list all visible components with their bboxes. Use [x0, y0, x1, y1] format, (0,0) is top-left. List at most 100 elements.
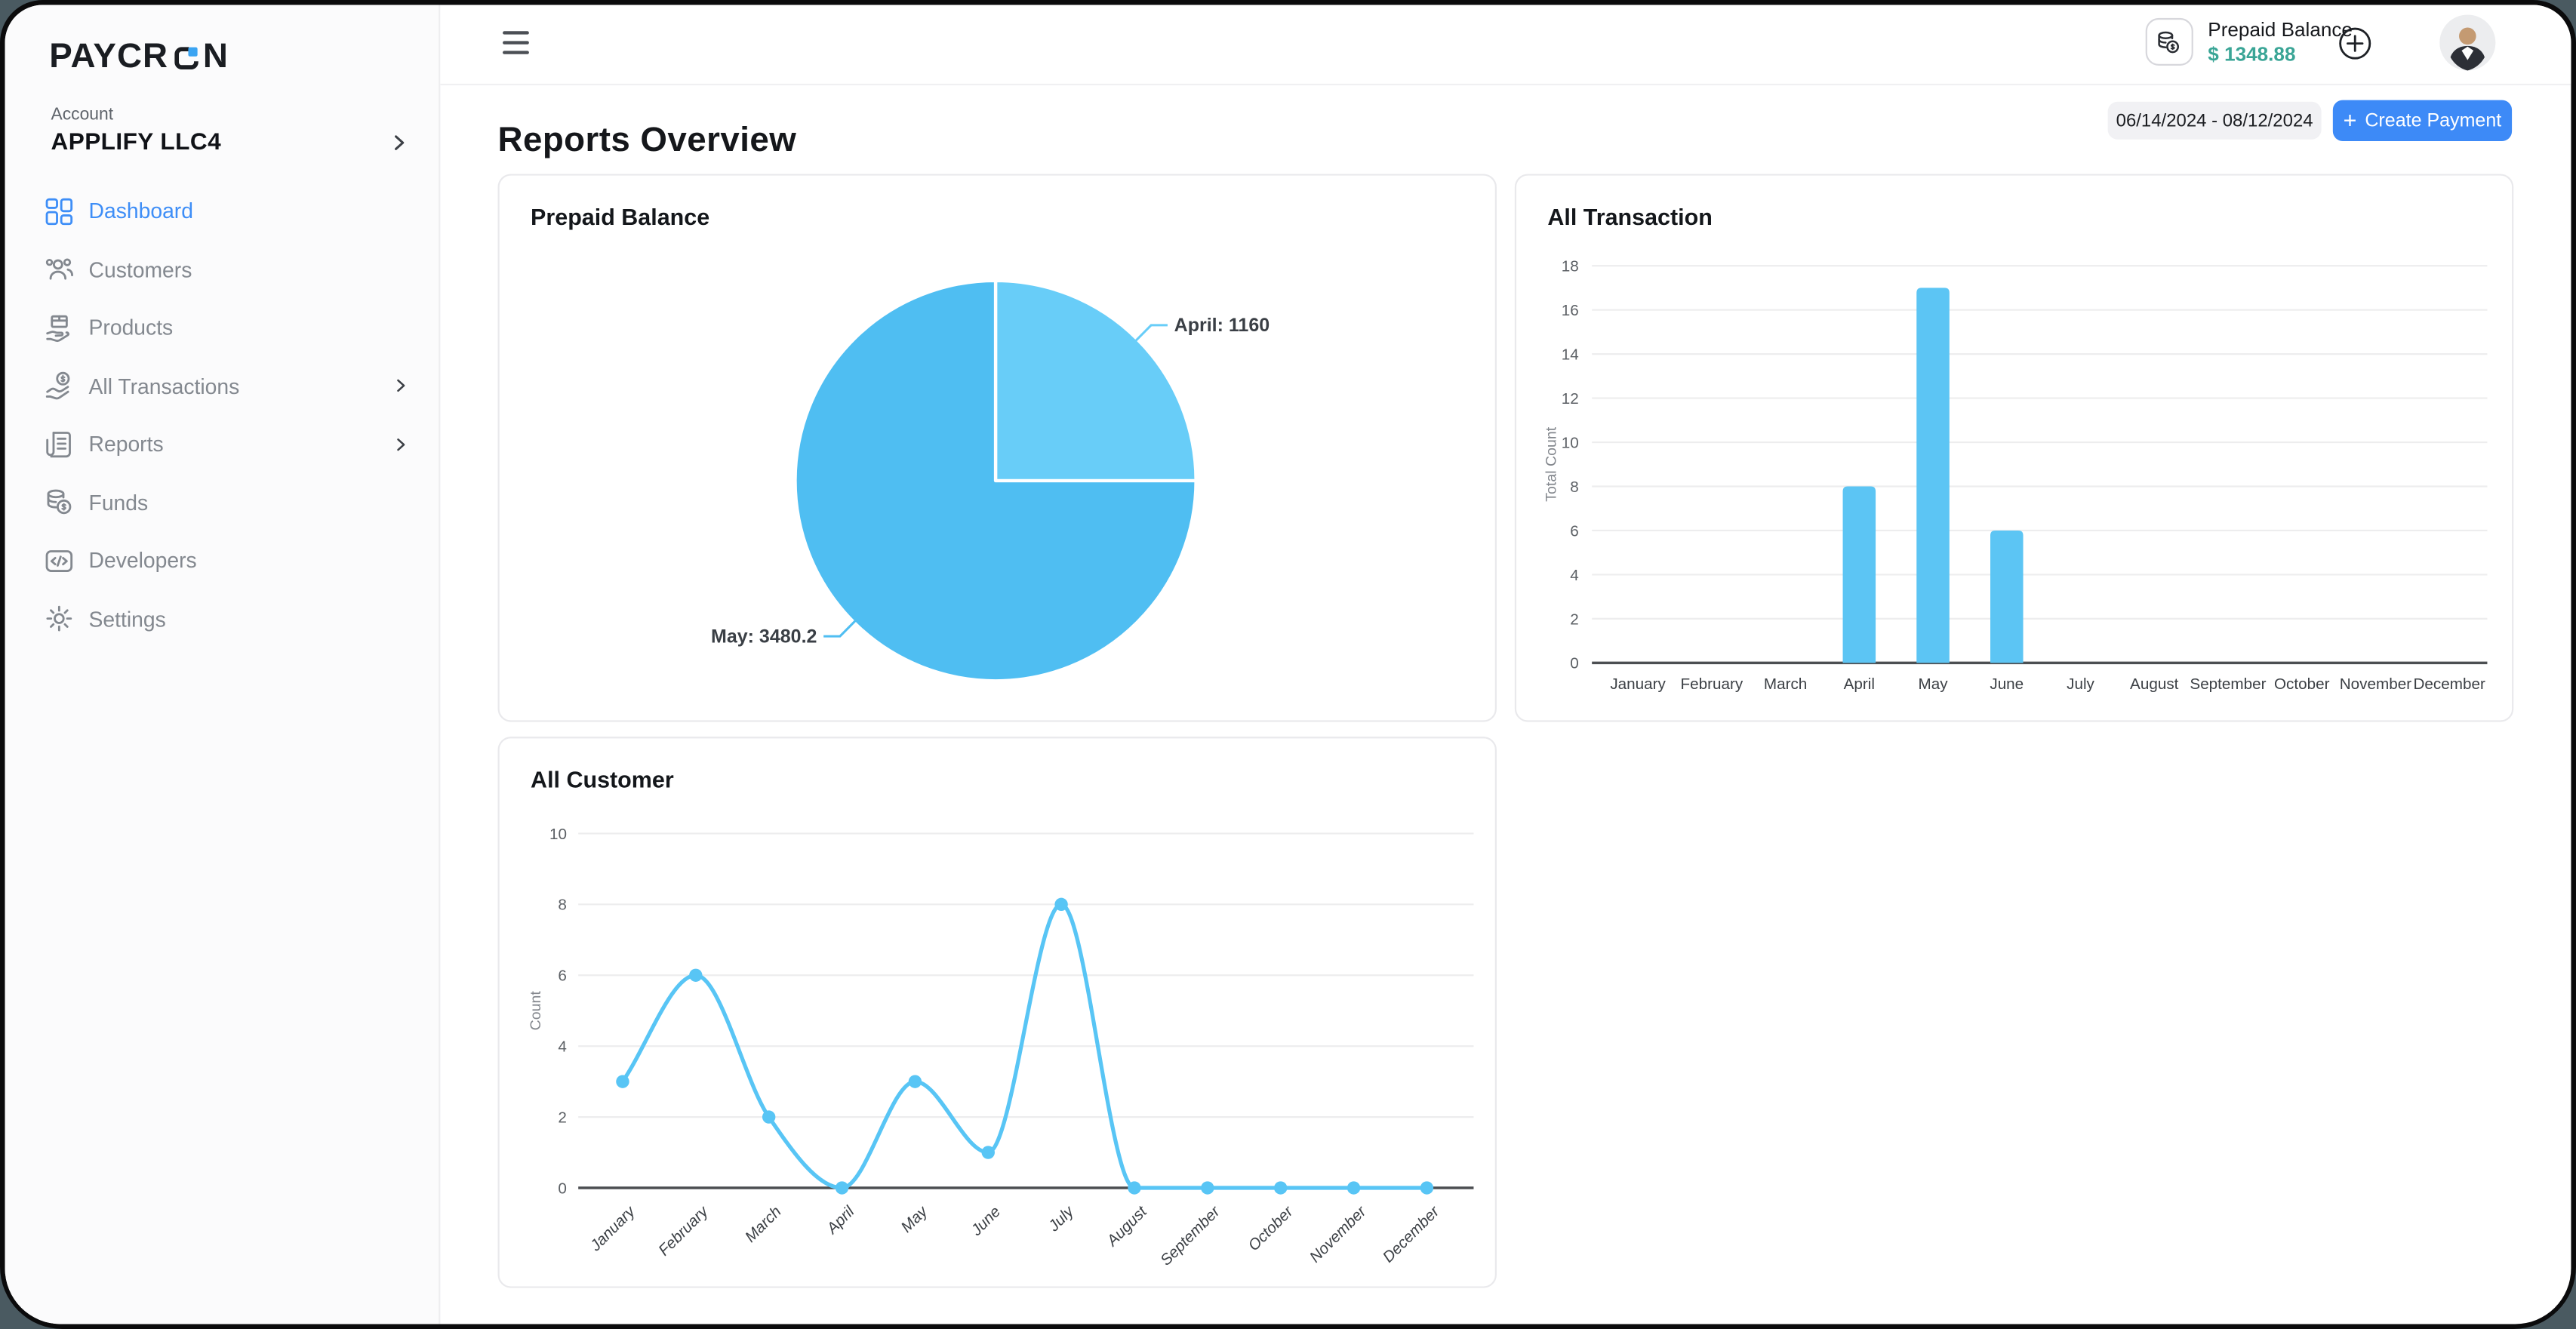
developers-icon — [45, 546, 74, 575]
line-point-march[interactable] — [762, 1110, 776, 1124]
app-window: PAYCR N Account APPLIFY LLC4 Dashboard Cu… — [5, 5, 2571, 1324]
line-point-january[interactable] — [616, 1075, 629, 1088]
pie-callout-label-april: April: 1160 — [1174, 315, 1270, 336]
prepaid-balance-label: Prepaid Balance — [2208, 17, 2353, 41]
x-tick-label: May — [897, 1202, 931, 1236]
line-point-december[interactable] — [1420, 1181, 1434, 1195]
y-tick-label: 10 — [1562, 434, 1579, 451]
add-circle-icon[interactable] — [2337, 26, 2372, 61]
sidebar-item-dashboard[interactable]: Dashboard — [5, 182, 439, 240]
bar-june[interactable] — [1990, 530, 2024, 663]
create-payment-button[interactable]: + Create Payment — [2332, 100, 2513, 141]
y-tick-label: 10 — [549, 826, 567, 843]
prepaid-balance-value: $ 1348.88 — [2208, 42, 2296, 65]
bar-may[interactable] — [1916, 288, 1950, 663]
y-tick-label: 14 — [1562, 346, 1579, 364]
y-tick-label: 6 — [558, 968, 567, 985]
y-axis-title: Total Count — [1543, 426, 1559, 501]
line-point-june[interactable] — [981, 1146, 995, 1159]
sidebar-item-label: Dashboard — [88, 198, 193, 224]
sidebar-item-label: Reports — [88, 432, 164, 457]
sidebar-item-reports[interactable]: Reports — [5, 415, 439, 473]
y-axis-title: Count — [528, 991, 544, 1031]
coins-icon — [2145, 17, 2193, 66]
account-switcher[interactable]: APPLIFY LLC4 — [51, 126, 409, 158]
y-tick-label: 8 — [1570, 478, 1579, 496]
prepaid-balance-chart-title: Prepaid Balance — [531, 203, 710, 230]
dashboard-grid-icon — [45, 196, 74, 226]
bar-april[interactable] — [1842, 486, 1876, 663]
y-tick-label: 16 — [1562, 302, 1579, 319]
date-range-picker[interactable]: 06/14/2024 - 08/12/2024 — [2107, 101, 2322, 140]
x-tick-label: September — [2190, 675, 2266, 693]
all-transaction-bar-chart: 0 2 4 6 8 10 12 14 16 18 Total Count January Februar… — [1543, 258, 2488, 693]
x-tick-label: March — [1764, 675, 1807, 693]
x-tick-label: January — [1610, 675, 1666, 693]
x-tick-label: March — [742, 1203, 785, 1246]
line-point-october[interactable] — [1273, 1181, 1288, 1195]
line-point-september[interactable] — [1201, 1181, 1214, 1195]
transactions-icon — [45, 371, 74, 401]
x-tick-label: November — [2340, 675, 2411, 693]
x-tick-label: December — [1380, 1202, 1443, 1266]
x-tick-label: April — [1844, 675, 1875, 693]
x-tick-label: June — [1990, 675, 2024, 693]
x-tick-label: September — [1157, 1202, 1224, 1269]
x-tick-label: May — [1919, 675, 1949, 693]
menu-icon[interactable] — [503, 29, 529, 56]
prepaid-balance-widget: Prepaid Balance $ 1348.88 — [2145, 17, 2353, 66]
line-point-february[interactable] — [689, 968, 703, 982]
chevron-right-icon — [395, 135, 405, 150]
y-tick-label: 0 — [1570, 655, 1579, 672]
sidebar-item-developers[interactable]: Developers — [5, 531, 439, 589]
logo-text-right: N — [202, 38, 229, 76]
sidebar-item-funds[interactable]: Funds — [5, 473, 439, 531]
sidebar-item-products[interactable]: Products — [5, 299, 439, 357]
sidebar-item-label: Settings — [88, 606, 166, 632]
x-tick-label: October — [1245, 1202, 1297, 1254]
account-label: Account — [51, 105, 114, 125]
plus-icon: + — [2343, 106, 2357, 134]
all-transaction-card: All Transaction 0 2 4 6 8 10 12 14 16 18 Total Cou… — [1514, 174, 2514, 722]
pie-slice-april[interactable] — [993, 278, 1198, 483]
funds-icon — [45, 488, 74, 517]
line-point-may[interactable] — [908, 1075, 922, 1088]
sidebar-item-label: Products — [88, 315, 174, 340]
y-tick-label: 6 — [1570, 522, 1579, 540]
y-tick-label: 18 — [1562, 258, 1579, 275]
y-tick-label: 8 — [558, 897, 567, 914]
sidebar-item-all-transactions[interactable]: All Transactions — [5, 357, 439, 415]
y-tick-label: 4 — [1570, 567, 1579, 584]
logo-o-icon — [174, 46, 198, 69]
x-tick-label: July — [2067, 675, 2094, 693]
chevron-right-icon — [397, 438, 405, 451]
account-name: APPLIFY LLC4 — [51, 129, 222, 156]
prepaid-balance-card: Prepaid Balance April: 1160 May: 3480.2 — [497, 174, 1497, 722]
user-avatar[interactable] — [2439, 14, 2496, 71]
y-tick-label: 2 — [1570, 611, 1579, 628]
x-tick-label: January — [586, 1202, 639, 1255]
pie-callout-line-april — [1133, 324, 1168, 344]
customers-icon — [45, 255, 74, 285]
pie-callout-line-may — [823, 617, 859, 638]
x-tick-label: July — [1045, 1202, 1078, 1235]
products-icon — [45, 313, 74, 343]
reports-icon — [45, 429, 74, 459]
sidebar-item-settings[interactable]: Settings — [5, 590, 439, 648]
logo-text-left: PAYCR — [49, 38, 169, 76]
line-point-august[interactable] — [1128, 1181, 1141, 1195]
all-customer-line-chart: 0 2 4 6 8 10 Count January February March April May… — [528, 826, 1474, 1269]
x-tick-label: December — [2413, 675, 2485, 693]
line-point-november[interactable] — [1346, 1181, 1361, 1195]
line-point-april[interactable] — [835, 1181, 849, 1195]
sidebar-nav: Dashboard Customers Products All Transactio… — [5, 182, 439, 648]
line-point-july[interactable] — [1054, 897, 1068, 912]
all-customer-chart-title: All Customer — [531, 766, 674, 793]
x-tick-label: February — [1680, 675, 1743, 693]
y-tick-label: 4 — [558, 1038, 567, 1056]
sidebar-item-customers[interactable]: Customers — [5, 241, 439, 299]
x-tick-label: October — [2274, 675, 2330, 693]
sidebar-item-label: All Transactions — [88, 374, 240, 398]
all-transaction-chart-title: All Transaction — [1547, 203, 1713, 230]
